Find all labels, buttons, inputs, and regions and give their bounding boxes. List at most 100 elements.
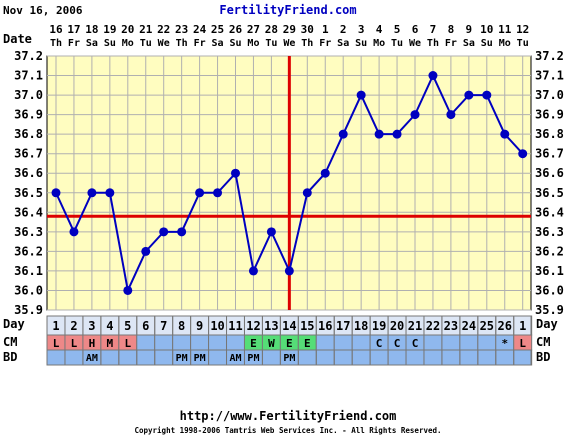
temperature-point [266,227,276,237]
temperature-point [518,149,528,159]
day-number: 20 [390,319,404,333]
weekday-label: Fr [319,38,331,49]
bd-row: AM PM PM AM PM PM [46,349,533,366]
date-row-label: Date [3,32,32,46]
bd-value: PM [176,353,188,364]
day-number: 25 [480,319,494,333]
weekday-label: Sa [212,38,224,49]
day-number: 24 [462,319,476,333]
weekday-label: Tu [265,38,277,49]
cm-value: L [124,337,131,350]
date-label: 28 [265,23,278,36]
cm-value: W [268,337,275,350]
date-label: 18 [85,23,98,36]
weekday-label: We [409,38,421,49]
weekday-label: Su [104,38,116,49]
day-number: 12 [246,319,260,333]
site-title[interactable]: FertilityFriend.com [219,3,356,17]
cm-cell [172,334,192,351]
weekday-label: Su [481,38,493,49]
weekday-label: We [283,38,295,49]
cm-cell [477,334,497,351]
cm-cell [136,334,156,351]
day-number: 9 [196,319,203,333]
temperature-point [320,168,330,178]
cm-value: C [412,337,419,350]
weekday-label: Tu [391,38,403,49]
date-label: 7 [430,23,437,36]
day-number: 19 [372,319,386,333]
weekday-label: We [158,38,170,49]
cm-cell [208,334,228,351]
temperature-point [105,188,115,198]
temperature-point [87,188,97,198]
date-label: 3 [358,23,365,36]
y-tick-label: 37.0 [14,88,43,102]
day-number: 8 [178,319,185,333]
day-row-label: Day [3,317,25,331]
cm-value: L [53,337,60,350]
cm-cell [226,334,245,351]
date-label: 22 [157,23,170,36]
weekday-label: Th [301,38,313,49]
day-number: 10 [210,319,224,333]
temperature-point [213,188,223,198]
bd-row-label-right: BD [536,350,550,364]
cm-cell [190,334,210,351]
cm-value: C [376,337,383,350]
date-label: 1 [322,23,329,36]
date-label: 6 [412,23,419,36]
y-tick-label: 37.2 [14,49,43,63]
weekday-label: Su [229,38,241,49]
day-number: 11 [228,319,242,333]
y-tick-label: 36.8 [14,127,43,141]
weekday-label: Th [50,38,62,49]
temperature-point [302,188,312,198]
date-label: 16 [49,23,63,36]
bd-value: AM [86,353,98,364]
bd-value: PM [194,353,206,364]
weekday-label: Mo [247,38,259,49]
cm-cell [441,334,461,351]
weekday-label: Sa [337,38,349,49]
temperature-point [410,110,420,120]
temperature-point [177,227,187,237]
weekday-label: Th [427,38,439,49]
cm-value: L [71,337,78,350]
weekday-label: Su [355,38,367,49]
y-tick-label-right: 36.4 [535,205,564,219]
day-number: 15 [300,319,314,333]
y-axis-left: 37.2 37.1 37.0 36.9 36.8 36.7 36.6 36.5 36.4 36.3… [14,49,43,317]
bd-value: PM [283,353,295,364]
day-number: 5 [124,319,131,333]
y-tick-label-right: 37.2 [535,49,564,63]
date-label: 10 [480,23,493,36]
temperature-point [195,188,205,198]
temperature-point [464,90,474,100]
cm-value: E [304,337,311,350]
y-tick-label-right: 36.6 [535,166,564,180]
day-row: 1 2 3 4 5 6 7 8 9 10 11 12 13 14 15 16 17 18 19 20 21 22 23 24 2… [46,315,533,336]
temperature-point [123,285,133,295]
temperature-point [446,110,456,120]
date-label: 25 [211,23,224,36]
day-number: 17 [336,319,350,333]
date-label: 5 [394,23,401,36]
y-tick-label: 35.9 [14,303,43,317]
temperature-point [356,90,366,100]
date-label: 26 [229,23,243,36]
temperature-point [374,129,384,139]
footer-url[interactable]: http://www.FertilityFriend.com [180,409,397,423]
day-number: 23 [444,319,458,333]
temperature-point [338,129,348,139]
date-label: 9 [466,23,473,36]
weekday-label: Tu [140,38,152,49]
cm-cell [423,334,443,351]
temperature-point [284,266,294,276]
weekday-label: Mo [373,38,385,49]
temperature-point [231,168,240,178]
temperature-points [51,71,528,295]
temperature-point [141,246,151,256]
date-label: 11 [498,23,512,36]
date-label: 27 [247,23,260,36]
